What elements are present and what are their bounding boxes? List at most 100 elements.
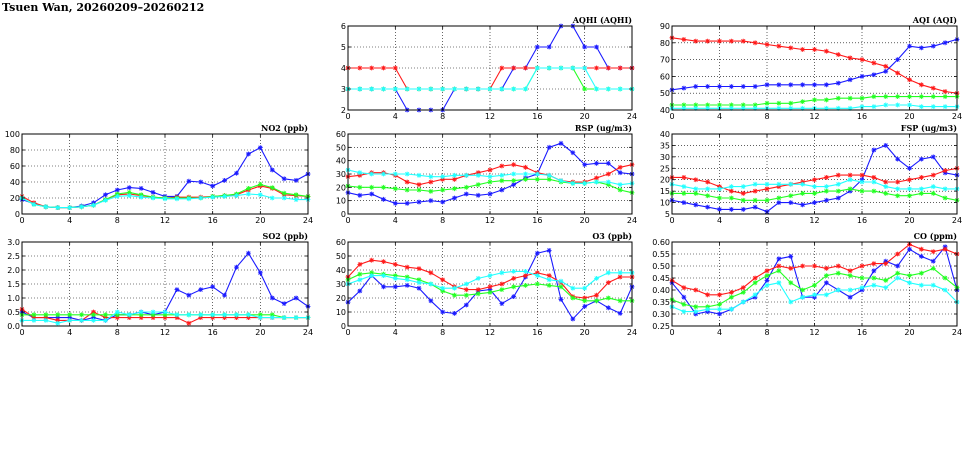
data-point-blue [511, 294, 517, 299]
data-point-blue [293, 178, 299, 183]
data-point-cyan [558, 278, 564, 284]
x-tick-label: 0 [19, 216, 24, 225]
data-point-green [126, 190, 132, 195]
data-point-cyan [463, 281, 469, 287]
data-point-cyan [617, 86, 623, 92]
data-point-red [930, 172, 936, 178]
y-tick-label: 60 [10, 162, 20, 171]
data-point-cyan [907, 280, 912, 286]
data-point-cyan [186, 196, 192, 202]
data-point-blue [269, 167, 275, 173]
data-point-blue [717, 84, 722, 89]
data-point-blue [800, 82, 806, 88]
data-point-blue [835, 80, 841, 86]
y-tick-label: 10 [336, 197, 346, 206]
data-point-cyan [907, 102, 912, 108]
data-point-cyan [717, 186, 722, 192]
data-point-cyan [174, 196, 180, 202]
y-tick-label: 2 [341, 106, 346, 115]
data-point-green [728, 294, 734, 300]
data-point-red [150, 315, 156, 320]
data-point-cyan [534, 273, 540, 278]
y-tick-label: 80 [10, 146, 20, 155]
data-point-blue [617, 311, 623, 316]
data-point-red [357, 65, 363, 71]
data-point-green [281, 190, 287, 196]
data-point-blue [534, 44, 540, 50]
data-point-red [499, 163, 505, 169]
data-point-cyan [246, 191, 251, 197]
data-point-red [43, 315, 49, 320]
data-point-blue [546, 144, 552, 150]
data-point-blue [847, 77, 853, 83]
data-point-green [895, 270, 901, 276]
data-point-blue [823, 82, 829, 88]
data-point-blue [55, 315, 61, 320]
data-point-red [511, 276, 517, 281]
data-point-blue [895, 57, 901, 62]
data-point-cyan [693, 309, 699, 314]
y-tick-label: 35 [660, 141, 670, 150]
data-point-green [788, 193, 794, 199]
data-point-blue [428, 298, 434, 304]
data-point-blue [103, 192, 108, 198]
series-line-blue [671, 245, 958, 315]
data-point-blue [582, 44, 588, 50]
data-point-red [416, 182, 422, 188]
data-point-green [114, 312, 120, 318]
data-point-cyan [859, 285, 865, 290]
data-point-red [835, 52, 841, 57]
data-point-red [198, 315, 204, 320]
chart-aqhi: 0 4 8 12 16 20 24 2 3 4 5 6 AQHI (AQHI) [341, 15, 637, 121]
data-point-green [499, 287, 505, 292]
data-point-green [246, 186, 251, 191]
data-point-green [357, 184, 363, 190]
data-point-red [776, 263, 782, 269]
data-point-green [617, 187, 623, 193]
data-point-cyan [428, 86, 434, 92]
data-point-green [942, 275, 948, 281]
data-point-green [534, 176, 540, 182]
data-point-red [942, 246, 948, 252]
data-point-red [705, 292, 711, 298]
data-point-red [883, 63, 889, 69]
data-point-green [776, 268, 782, 274]
data-point-blue [234, 264, 239, 270]
data-point-cyan [428, 174, 434, 180]
data-point-red [740, 38, 746, 44]
data-point-red [210, 315, 216, 320]
data-point-green [740, 290, 746, 295]
data-point-red [440, 176, 446, 182]
data-point-green [404, 274, 410, 280]
data-point-green [847, 186, 853, 192]
data-point-red [594, 292, 599, 298]
data-point-red [717, 38, 722, 44]
y-tick-label: 0 [15, 210, 20, 219]
data-point-green [440, 288, 446, 294]
y-tick-label: 30 [336, 280, 346, 289]
data-point-red [764, 42, 770, 47]
data-point-cyan [138, 309, 144, 315]
data-point-blue [788, 254, 794, 259]
data-point-blue [67, 315, 73, 320]
data-point-green [452, 292, 457, 298]
data-point-cyan [487, 86, 493, 92]
data-point-green [752, 102, 758, 108]
data-point-cyan [523, 86, 528, 92]
y-tick-label: 0.30 [652, 310, 670, 319]
data-point-red [31, 315, 37, 320]
chart-title-no2: NO2 (ppb) [261, 123, 308, 133]
data-point-cyan [546, 277, 552, 283]
data-point-red [617, 274, 623, 280]
data-point-cyan [717, 306, 722, 312]
data-point-blue [392, 200, 398, 206]
data-point-cyan [705, 105, 711, 111]
data-point-blue [605, 305, 611, 311]
data-point-blue [871, 72, 877, 78]
data-point-green [705, 102, 711, 108]
data-point-red [594, 65, 599, 71]
chart-title-aqhi: AQHI (AQHI) [572, 15, 633, 25]
data-point-cyan [162, 309, 168, 315]
x-tick-label: 24 [303, 328, 313, 337]
data-point-green [523, 176, 528, 182]
